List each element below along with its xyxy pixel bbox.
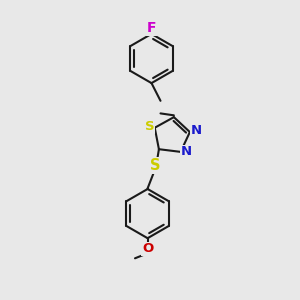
Text: O: O: [142, 242, 153, 255]
Text: F: F: [147, 22, 156, 35]
Text: N: N: [191, 124, 202, 137]
Text: S: S: [145, 120, 154, 133]
Text: S: S: [150, 158, 161, 173]
Text: N: N: [181, 146, 192, 158]
